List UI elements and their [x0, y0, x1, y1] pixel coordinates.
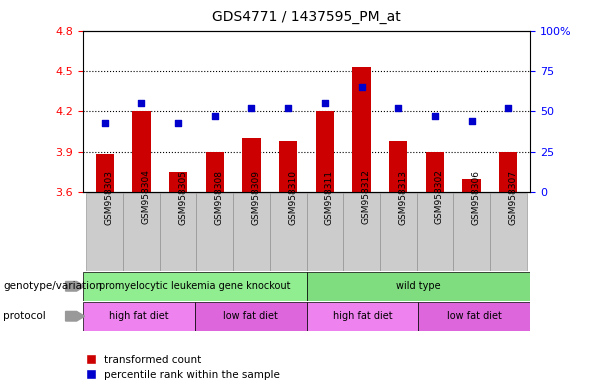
Text: wild type: wild type	[396, 281, 441, 291]
Bar	[453, 193, 490, 271]
Bar	[306, 302, 418, 331]
Text: GSM958312: GSM958312	[362, 170, 370, 225]
Bar	[389, 141, 408, 192]
Point	[210, 113, 219, 119]
Bar	[205, 152, 224, 192]
Bar	[196, 193, 233, 271]
Text: protocol: protocol	[3, 311, 46, 321]
Point	[357, 84, 367, 90]
Legend: transformed count, percentile rank within the sample: transformed count, percentile rank withi…	[83, 351, 284, 384]
Point	[466, 118, 476, 124]
Point	[100, 119, 110, 126]
Bar	[83, 272, 306, 301]
Text: GSM958309: GSM958309	[251, 169, 261, 225]
Bar	[352, 67, 371, 192]
Bar	[233, 193, 270, 271]
Bar	[306, 272, 530, 301]
Bar	[380, 193, 417, 271]
Text: GSM958308: GSM958308	[215, 169, 224, 225]
Text: GSM958310: GSM958310	[288, 169, 297, 225]
Text: GSM958306: GSM958306	[471, 169, 481, 225]
Text: GSM958302: GSM958302	[435, 170, 444, 225]
Bar	[499, 152, 517, 192]
Bar	[96, 154, 114, 192]
Text: GSM958313: GSM958313	[398, 169, 407, 225]
Text: low fat diet: low fat diet	[223, 311, 278, 321]
Bar	[425, 152, 444, 192]
Bar	[270, 193, 306, 271]
Text: GSM958303: GSM958303	[105, 169, 114, 225]
Bar	[242, 138, 261, 192]
Bar	[490, 193, 527, 271]
Point	[173, 119, 183, 126]
Bar	[195, 302, 306, 331]
Text: high fat diet: high fat diet	[333, 311, 392, 321]
Bar	[169, 172, 188, 192]
Bar	[123, 193, 160, 271]
Text: low fat diet: low fat diet	[447, 311, 502, 321]
Bar	[316, 111, 334, 192]
Bar	[132, 111, 151, 192]
Point	[430, 113, 440, 119]
Bar	[306, 193, 343, 271]
Point	[503, 105, 513, 111]
Bar	[83, 302, 195, 331]
Bar	[279, 141, 297, 192]
Text: high fat diet: high fat diet	[109, 311, 169, 321]
Point	[137, 100, 147, 106]
Bar	[343, 193, 380, 271]
Text: genotype/variation: genotype/variation	[3, 281, 102, 291]
Text: promyelocytic leukemia gene knockout: promyelocytic leukemia gene knockout	[99, 281, 291, 291]
Text: GSM958311: GSM958311	[325, 169, 334, 225]
Text: GSM958307: GSM958307	[508, 169, 517, 225]
Bar	[160, 193, 196, 271]
Text: GSM958305: GSM958305	[178, 169, 187, 225]
Bar	[86, 193, 123, 271]
Bar	[418, 302, 530, 331]
Point	[283, 105, 293, 111]
Bar	[462, 179, 481, 192]
Point	[246, 105, 256, 111]
Bar	[417, 193, 453, 271]
Text: GSM958304: GSM958304	[142, 170, 150, 225]
Point	[320, 100, 330, 106]
Point	[394, 105, 403, 111]
Text: GDS4771 / 1437595_PM_at: GDS4771 / 1437595_PM_at	[212, 10, 401, 23]
